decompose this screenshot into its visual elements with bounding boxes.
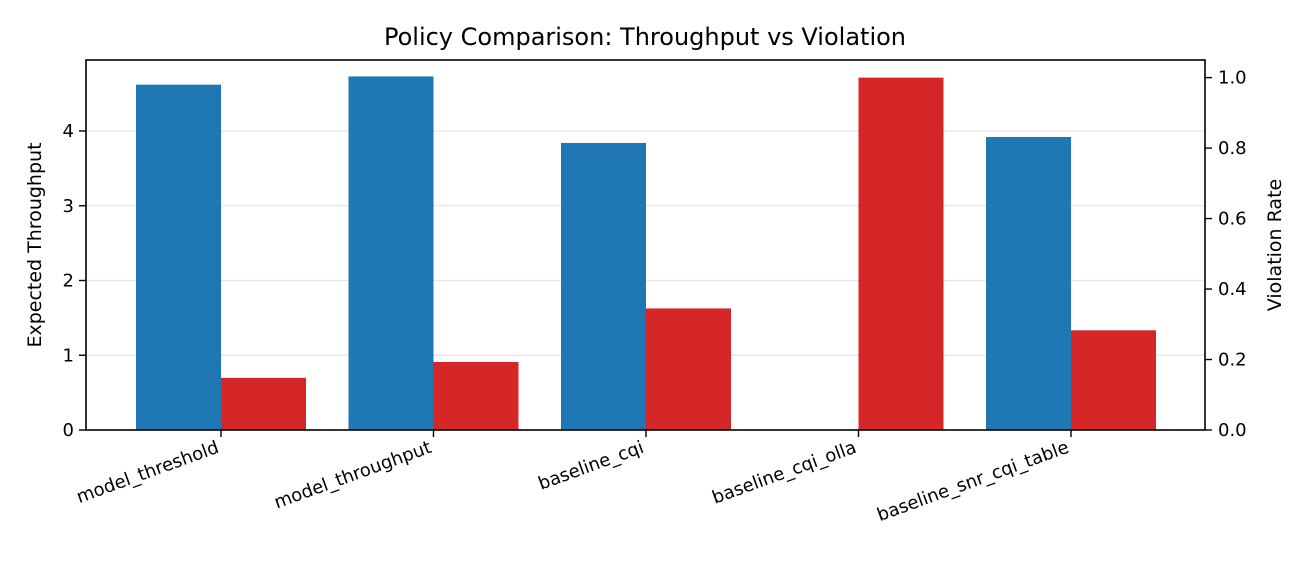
y-tick-label: 1 — [63, 345, 74, 366]
y-axis-label: Expected Throughput — [24, 142, 46, 347]
x-tick-label: baseline_snr_cqi_table — [874, 437, 1071, 526]
y-tick-label: 2 — [63, 271, 74, 292]
chart-title: Policy Comparison: Throughput vs Violati… — [384, 23, 906, 51]
violation-bar — [646, 308, 731, 430]
y-tick-label: 4 — [63, 121, 74, 142]
x-tick-label: model_threshold — [74, 437, 222, 508]
throughput-bar — [561, 142, 646, 430]
y2-tick-label: 0.0 — [1218, 420, 1247, 441]
y2-tick-label: 0.8 — [1218, 138, 1247, 159]
throughput-bar — [986, 136, 1071, 430]
x-axis-ticks: model_threshold model_throughput baseline_… — [74, 430, 1072, 526]
throughput-bar — [136, 84, 221, 431]
throughput-bar — [348, 76, 434, 430]
y2-axis-label: Violation Rate — [1264, 179, 1286, 311]
violation-bar — [858, 77, 944, 430]
bars — [136, 76, 1156, 431]
violation-bar — [1071, 330, 1156, 430]
x-tick-label: baseline_cqi — [535, 437, 646, 495]
y-tick-label: 3 — [63, 196, 74, 217]
y-tick-label: 0 — [63, 420, 74, 441]
right-axis-ticks: 0.0 0.2 0.4 0.6 0.8 1.0 — [1205, 68, 1247, 441]
x-tick-label: baseline_cqi_olla — [709, 437, 859, 509]
violation-bar — [433, 361, 519, 430]
x-tick-label: model_throughput — [271, 437, 434, 513]
y2-tick-label: 0.4 — [1218, 279, 1247, 300]
violation-bar — [221, 377, 306, 430]
y2-tick-label: 0.6 — [1218, 209, 1247, 230]
left-axis-ticks: 0 1 2 3 4 — [63, 121, 86, 441]
y2-tick-label: 1.0 — [1218, 68, 1247, 89]
y2-tick-label: 0.2 — [1218, 350, 1247, 371]
